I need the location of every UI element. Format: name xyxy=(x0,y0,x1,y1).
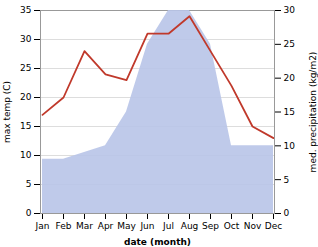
svg-text:Nov: Nov xyxy=(244,221,262,231)
svg-text:30: 30 xyxy=(20,34,32,44)
svg-text:25: 25 xyxy=(284,39,295,49)
svg-text:Aug: Aug xyxy=(181,221,199,231)
svg-text:5: 5 xyxy=(26,179,32,189)
svg-text:Jun: Jun xyxy=(139,221,154,231)
svg-text:Sep: Sep xyxy=(202,221,219,231)
svg-text:Dec: Dec xyxy=(265,221,282,231)
svg-text:25: 25 xyxy=(20,63,31,73)
svg-text:20: 20 xyxy=(284,73,296,83)
svg-text:35: 35 xyxy=(20,5,31,15)
svg-text:10: 10 xyxy=(284,141,296,151)
svg-text:Jan: Jan xyxy=(35,221,50,231)
svg-text:5: 5 xyxy=(284,175,290,185)
svg-text:15: 15 xyxy=(284,107,295,117)
svg-text:May: May xyxy=(117,221,136,231)
svg-text:10: 10 xyxy=(20,150,32,160)
svg-text:Apr: Apr xyxy=(98,221,114,231)
svg-text:15: 15 xyxy=(20,121,31,131)
svg-text:20: 20 xyxy=(20,92,32,102)
svg-text:med. precipitation (kg/m2): med. precipitation (kg/m2) xyxy=(308,52,318,173)
svg-text:Feb: Feb xyxy=(56,221,72,231)
svg-text:Oct: Oct xyxy=(224,221,240,231)
svg-text:30: 30 xyxy=(284,5,296,15)
svg-text:Mar: Mar xyxy=(76,221,93,231)
svg-text:0: 0 xyxy=(284,208,290,218)
svg-text:0: 0 xyxy=(26,208,32,218)
svg-text:date (month): date (month) xyxy=(124,237,191,247)
svg-text:max temp (C): max temp (C) xyxy=(2,81,12,143)
svg-text:Jul: Jul xyxy=(162,221,174,231)
